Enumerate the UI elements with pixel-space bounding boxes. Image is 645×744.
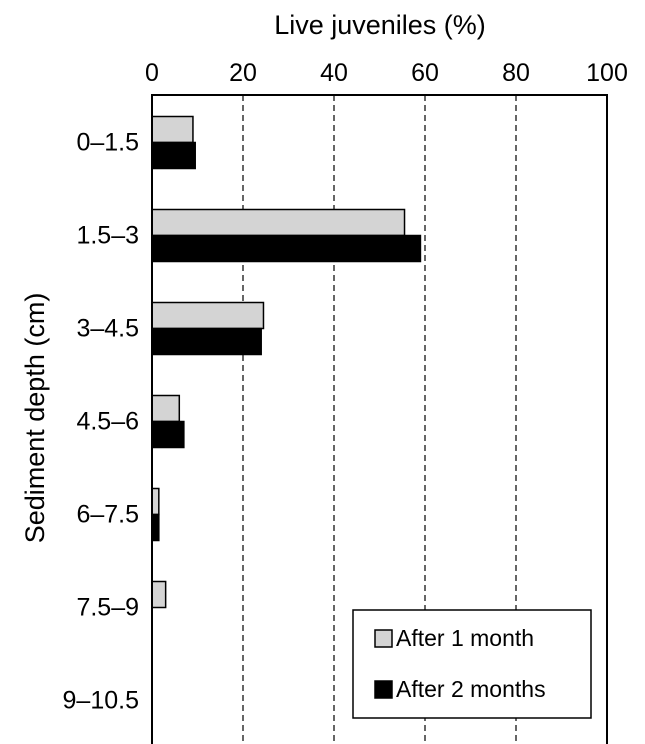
bar-after-1-month — [151, 580, 167, 609]
y-tick-labels: 0–1.5 1.5–3 3–4.5 4.5–6 6–7.5 7.5–9 9–10.5 — [63, 129, 139, 715]
y-tick-label: 9–10.5 — [63, 687, 139, 715]
y-tick-label: 7.5–9 — [76, 594, 139, 622]
bar-after-1-month — [151, 208, 406, 237]
legend-label: After 1 month — [396, 625, 534, 651]
bar-after-2-months — [151, 420, 185, 449]
x-tick-labels: 0 20 40 60 80 100 — [145, 59, 628, 87]
x-tick-label: 60 — [411, 59, 439, 87]
legend-swatch — [374, 680, 393, 699]
bar-after-2-months — [151, 513, 160, 542]
plot-frame — [151, 94, 608, 744]
bar-after-1-month — [151, 487, 160, 516]
y-tick-label: 4.5–6 — [76, 408, 139, 436]
y-tick-label: 0–1.5 — [76, 129, 139, 157]
bar-after-2-months — [151, 234, 422, 263]
bar-after-1-month — [151, 115, 194, 144]
legend-label: After 2 months — [396, 676, 546, 702]
bar-after-2-months — [151, 141, 196, 170]
x-tick-label: 100 — [586, 59, 628, 87]
y-tick-label: 6–7.5 — [76, 501, 139, 529]
bar-after-1-month — [151, 394, 181, 423]
bar-after-1-month — [151, 301, 265, 330]
y-axis-title: Sediment depth (cm) — [20, 293, 50, 544]
legend-swatch — [374, 629, 393, 648]
y-tick-label: 1.5–3 — [76, 222, 139, 250]
legend-box — [352, 609, 592, 719]
x-tick-label: 80 — [502, 59, 530, 87]
x-tick-label: 0 — [145, 59, 159, 87]
bar-after-2-months — [151, 327, 262, 356]
x-tick-label: 40 — [320, 59, 348, 87]
bars — [151, 115, 422, 609]
x-axis-title: Live juveniles (%) — [274, 10, 486, 40]
x-tick-label: 20 — [229, 59, 257, 87]
y-tick-label: 3–4.5 — [76, 315, 139, 343]
legend: After 1 month After 2 months — [352, 609, 592, 719]
